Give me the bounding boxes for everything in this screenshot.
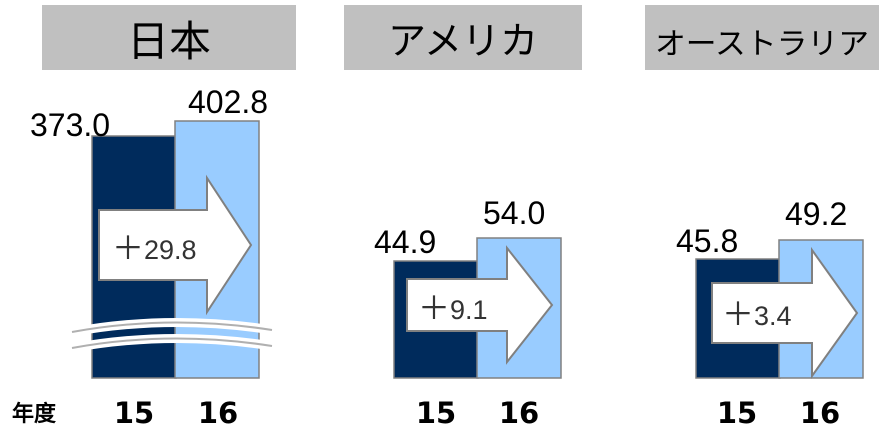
tick-usa-16: 16 xyxy=(499,396,539,429)
panel-australia: オーストラリア 45.8 49.2 ＋3.4 15 16 xyxy=(645,5,879,429)
tick-usa-15: 15 xyxy=(416,396,456,429)
change-arrow-japan: ＋29.8 xyxy=(98,174,253,316)
panel-title-japan: 日本 xyxy=(127,17,211,66)
change-arrow-usa: ＋9.1 xyxy=(406,245,554,365)
change-label-usa: ＋9.1 xyxy=(418,289,488,327)
panel-title-australia: オーストラリア xyxy=(655,27,869,62)
change-arrow-australia: ＋3.4 xyxy=(711,246,859,380)
panel-header-usa xyxy=(344,5,582,70)
value-label-japan-15: 373.0 xyxy=(30,107,110,143)
change-label-australia: ＋3.4 xyxy=(722,295,792,333)
change-label-japan: ＋29.8 xyxy=(112,229,197,267)
axis-break-japan xyxy=(71,317,273,353)
panel-japan: 日本 373.0 402.8 ＋29.8 年度 15 16 xyxy=(12,5,296,429)
value-label-australia-15: 45.8 xyxy=(676,223,738,259)
panel-header-australia xyxy=(645,5,879,70)
tick-japan-16: 16 xyxy=(198,396,238,429)
value-label-usa-15: 44.9 xyxy=(374,224,436,260)
tick-australia-15: 15 xyxy=(717,396,757,429)
x-axis-label: 年度 xyxy=(12,401,57,427)
panel-header-japan xyxy=(42,5,296,70)
value-label-japan-16: 402.8 xyxy=(188,84,268,120)
value-label-usa-16: 54.0 xyxy=(483,195,545,231)
panel-title-usa: アメリカ xyxy=(388,19,538,63)
value-label-australia-16: 49.2 xyxy=(785,196,847,232)
tick-japan-15: 15 xyxy=(114,396,154,429)
panel-usa: アメリカ 44.9 54.0 ＋9.1 15 16 xyxy=(344,5,582,429)
tick-australia-16: 16 xyxy=(800,396,840,429)
